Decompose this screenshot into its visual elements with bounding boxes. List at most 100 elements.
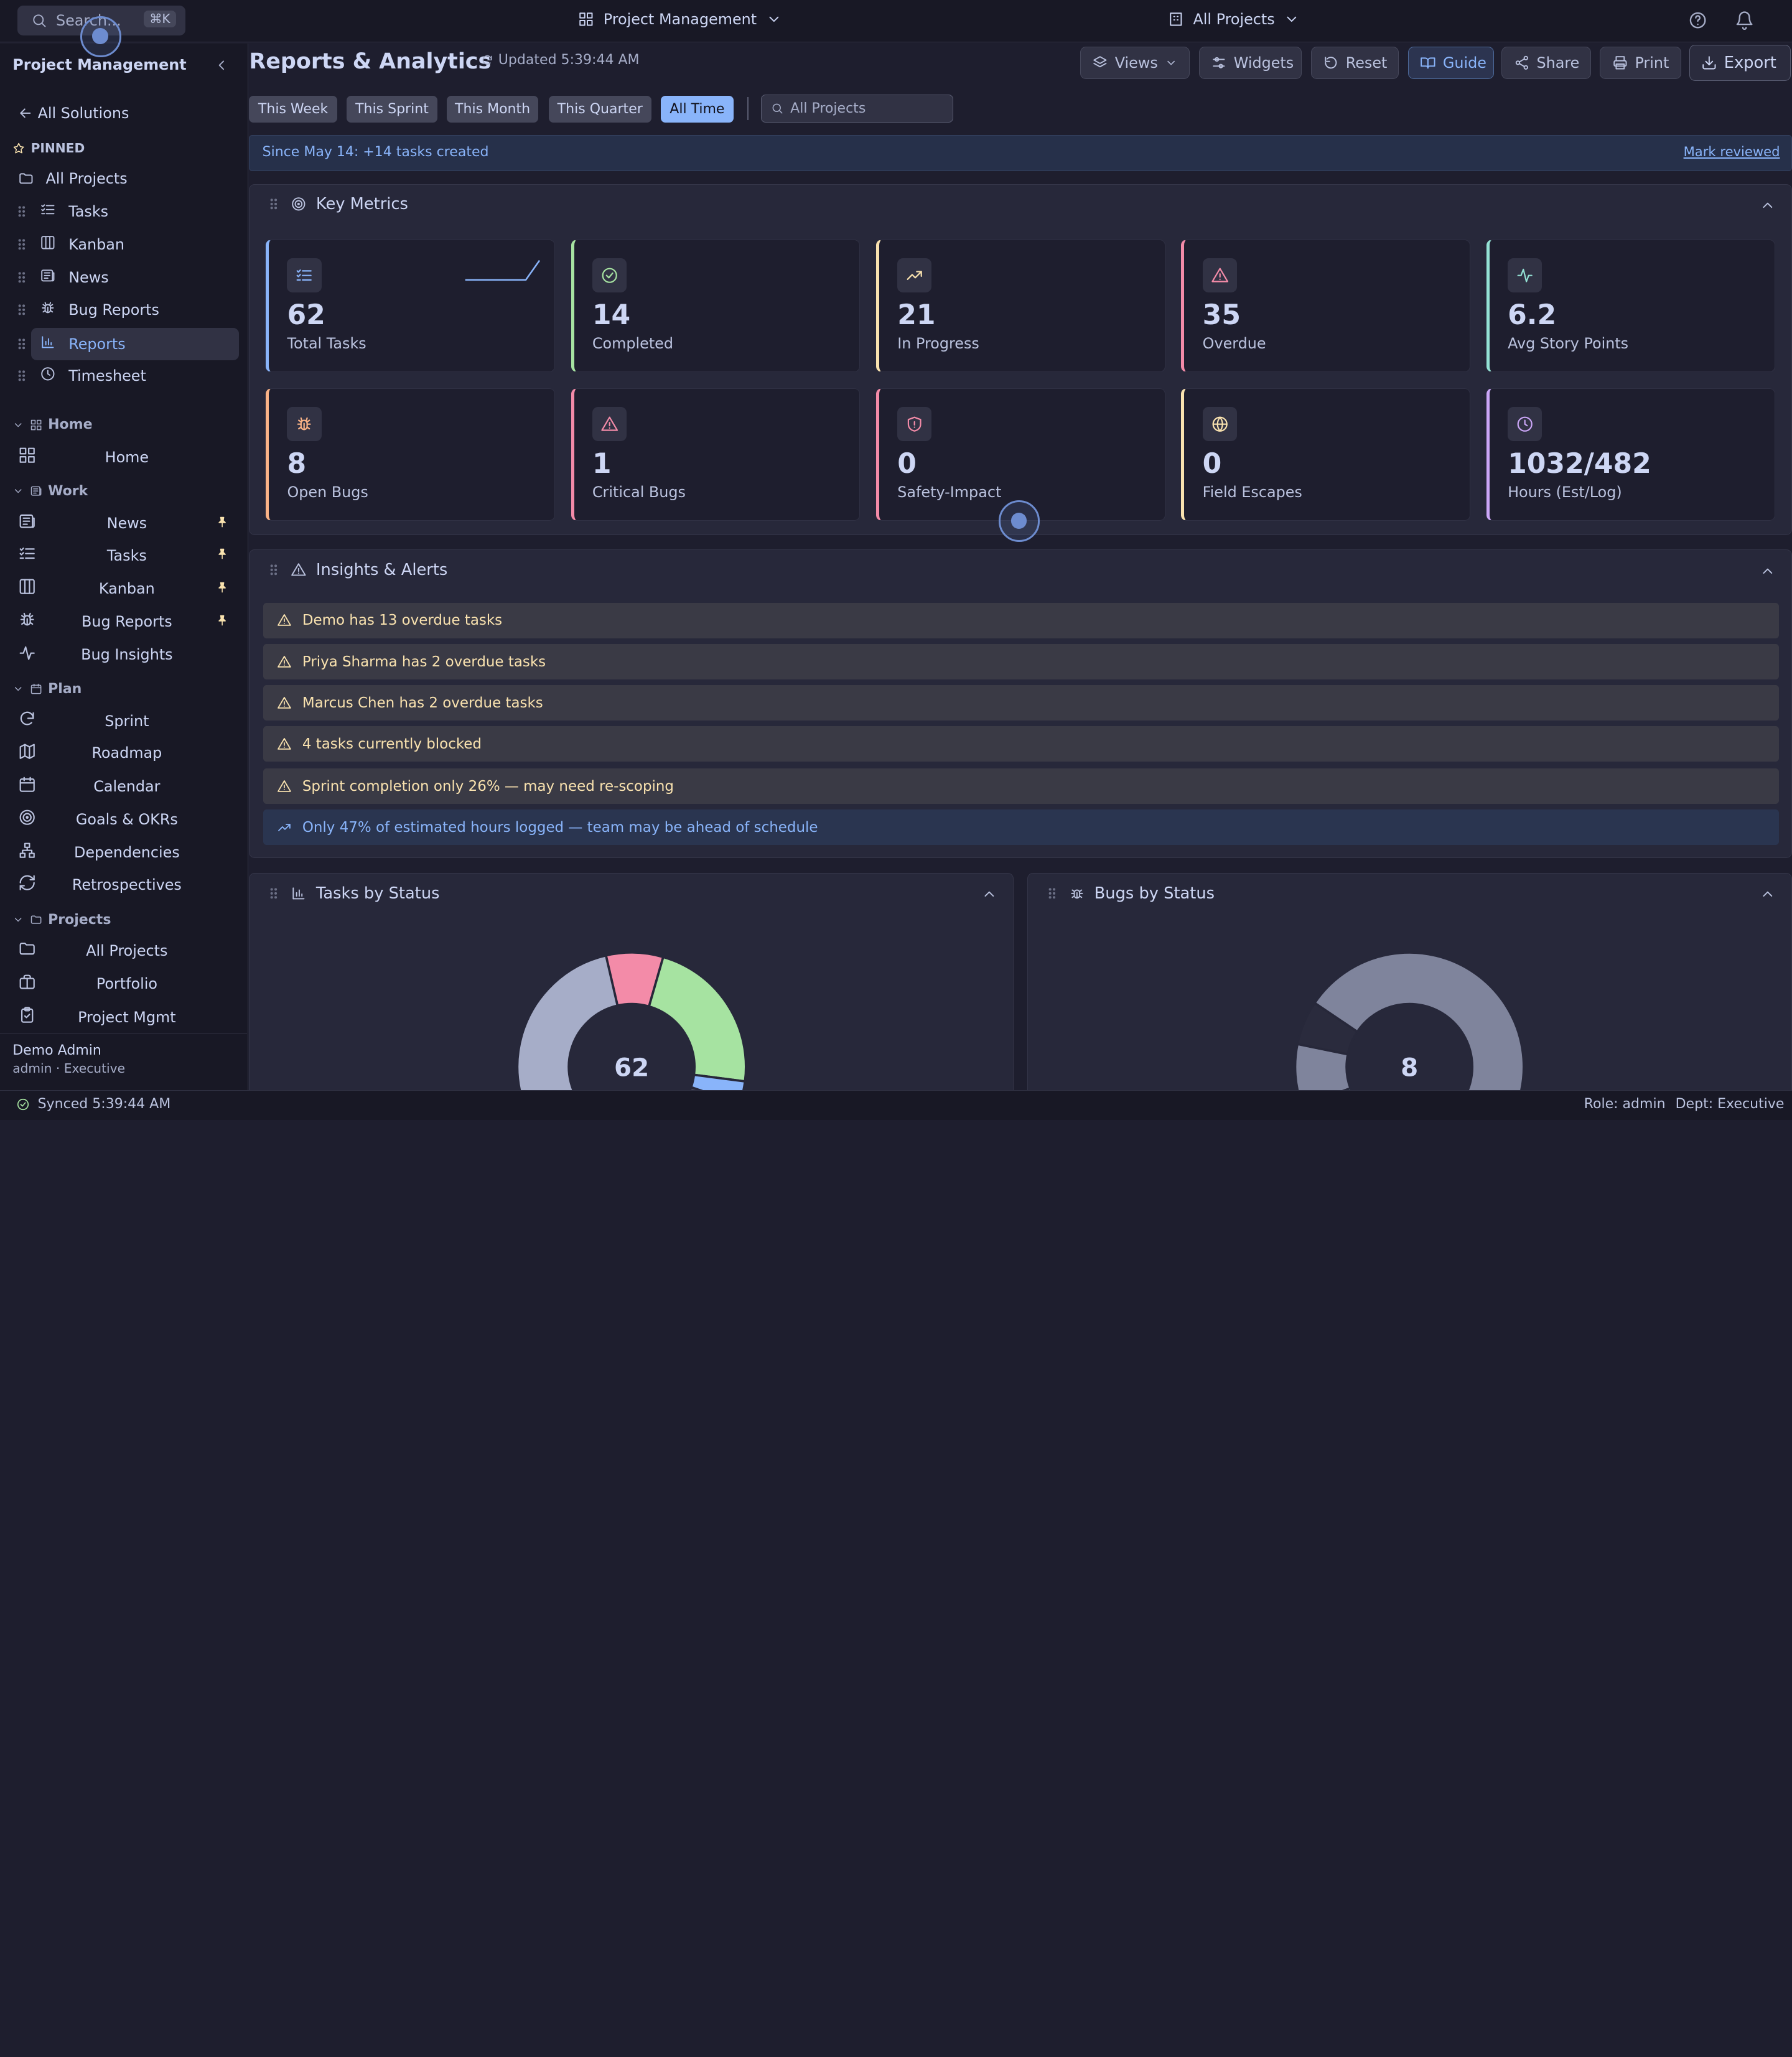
project-switcher[interactable]: All Projects — [1168, 11, 1300, 28]
insight-alert[interactable]: Only 47% of estimated hours logged — tea… — [263, 809, 1779, 846]
donut-slice[interactable] — [551, 1086, 740, 1091]
sidebar-item-tasks[interactable]: Tasks — [0, 539, 248, 571]
reset-button[interactable]: Reset — [1310, 47, 1399, 79]
sidebar-item-calendar[interactable]: Calendar — [0, 770, 248, 802]
drag-handle-icon[interactable] — [14, 336, 30, 352]
sidebar-title: Project Management — [12, 55, 187, 73]
pin-icon — [218, 516, 226, 528]
sidebar-pinned-tasks[interactable]: Tasks — [0, 195, 248, 227]
metric-card-critical-bugs[interactable]: 1 Critical Bugs — [571, 388, 861, 521]
grid-icon — [19, 447, 35, 463]
sidebar-item-label: Bug Insights — [81, 646, 173, 664]
collapse-key-metrics[interactable] — [1760, 197, 1776, 217]
insight-alert[interactable]: Marcus Chen has 2 overdue tasks — [263, 685, 1779, 721]
metric-card-safety-impact[interactable]: 0 Safety-Impact — [875, 388, 1165, 521]
drag-handle-icon[interactable] — [14, 236, 30, 253]
donut-slice[interactable] — [1313, 951, 1526, 1091]
collapse-bugs-by-status[interactable] — [1760, 886, 1776, 906]
printer-icon — [1613, 56, 1627, 70]
mark-reviewed-link[interactable]: Mark reviewed — [1683, 143, 1780, 159]
bugs-by-status-header: Bugs by Status — [1044, 884, 1215, 903]
range-chip-this-quarter[interactable]: This Quarter — [548, 96, 651, 123]
metric-card-open-bugs[interactable]: 8 Open Bugs — [266, 388, 555, 521]
insight-alert[interactable]: 4 tasks currently blocked — [263, 726, 1779, 762]
app-switcher[interactable]: Project Management — [578, 11, 782, 28]
insight-alert[interactable]: Sprint completion only 26% — may need re… — [263, 768, 1779, 805]
donut-slice[interactable] — [516, 954, 619, 1091]
export-button[interactable]: Export — [1689, 44, 1791, 82]
collapse-tasks-by-status[interactable] — [981, 886, 997, 906]
metric-card-overdue[interactable]: 35 Overdue — [1181, 239, 1470, 372]
sidebar-pinned-bug-reports[interactable]: Bug Reports — [0, 294, 248, 325]
alert-triangle-icon — [601, 416, 618, 431]
widgets-button[interactable]: Widgets — [1198, 47, 1302, 79]
sidebar-item-retrospectives[interactable]: Retrospectives — [0, 869, 248, 900]
sidebar-item-all-projects[interactable]: All Projects — [0, 162, 248, 194]
sidebar-item-roadmap[interactable]: Roadmap — [0, 737, 248, 769]
section-plan[interactable]: Plan — [12, 681, 82, 697]
sidebar-pinned-reports[interactable]: Reports — [30, 328, 239, 360]
project-filter-input[interactable]: All Projects — [761, 95, 953, 123]
sidebar-item-project-mgmt[interactable]: Project Mgmt — [0, 1001, 248, 1033]
range-chip-this-month[interactable]: This Month — [447, 96, 539, 123]
pin-icon — [218, 549, 226, 559]
donut-slice[interactable] — [647, 955, 747, 1083]
insight-text: Demo has 13 overdue tasks — [302, 612, 503, 629]
sidebar-item-news[interactable]: News — [0, 507, 248, 539]
drag-handle-icon[interactable] — [266, 562, 282, 578]
user-profile[interactable]: Demo Admin admin · Executive — [0, 1033, 247, 1084]
trending-up-icon — [907, 271, 922, 280]
drag-handle-icon[interactable] — [266, 885, 282, 902]
section-title: Home — [48, 417, 93, 433]
metric-card-field-escapes[interactable]: 0 Field Escapes — [1181, 388, 1470, 521]
drag-handle-icon[interactable] — [14, 203, 30, 220]
metric-card-avg-story-points[interactable]: 6.2 Avg Story Points — [1486, 239, 1776, 372]
drag-handle-icon[interactable] — [266, 196, 282, 212]
sidebar-item-home[interactable]: Home — [0, 441, 248, 473]
rotate-ccw-icon — [1325, 57, 1337, 69]
metric-card-completed[interactable]: 14 Completed — [571, 239, 861, 372]
drag-handle-icon[interactable] — [14, 269, 30, 286]
sidebar-item-kanban[interactable]: Kanban — [0, 572, 248, 604]
chevron-up-icon — [1763, 568, 1772, 574]
help-button[interactable] — [1688, 11, 1707, 34]
sidebar-item-dependencies[interactable]: Dependencies — [0, 836, 248, 868]
share-button[interactable]: Share — [1501, 47, 1591, 79]
drag-handle-icon[interactable] — [14, 302, 30, 318]
section-home[interactable]: Home — [12, 417, 93, 433]
insight-alert[interactable]: Priya Sharma has 2 overdue tasks — [263, 644, 1779, 679]
print-button[interactable]: Print — [1600, 47, 1681, 79]
metric-card-in-progress[interactable]: 21 In Progress — [875, 239, 1165, 372]
collapse-insights[interactable] — [1760, 563, 1776, 583]
drag-handle-icon[interactable] — [14, 368, 30, 384]
metric-card-total-tasks[interactable]: 62 Total Tasks — [266, 239, 555, 372]
range-chip-all-time[interactable]: All Time — [660, 96, 734, 123]
back-to-solutions[interactable]: All Solutions — [0, 97, 248, 129]
bug-icon — [42, 302, 54, 314]
donut-slice[interactable] — [1302, 1086, 1371, 1091]
section-work[interactable]: Work — [12, 483, 88, 499]
notifications-button[interactable] — [1735, 11, 1754, 34]
project-switcher-label: All Projects — [1193, 10, 1275, 28]
search-box[interactable]: Search... ⌘K — [17, 6, 185, 35]
sidebar-item-goals-okrs[interactable]: Goals & OKRs — [0, 803, 248, 835]
sidebar-item-portfolio[interactable]: Portfolio — [0, 968, 248, 1000]
sidebar-item-bug-reports[interactable]: Bug Reports — [0, 605, 248, 637]
sidebar-item-all-projects[interactable]: All Projects — [0, 935, 248, 966]
sidebar-pinned-kanban[interactable]: Kanban — [0, 228, 248, 260]
guide-button[interactable]: Guide — [1407, 47, 1494, 79]
range-chip-this-sprint[interactable]: This Sprint — [346, 96, 438, 123]
sidebar-item-bug-insights[interactable]: Bug Insights — [0, 639, 248, 671]
collapse-sidebar-button[interactable] — [213, 57, 230, 77]
drag-handle-icon[interactable] — [1044, 885, 1060, 902]
range-chip-this-week[interactable]: This Week — [249, 96, 337, 123]
sidebar-item-sprint[interactable]: Sprint — [0, 705, 248, 737]
pin-icon — [218, 615, 226, 626]
insight-alert[interactable]: Demo has 13 overdue tasks — [263, 602, 1779, 638]
section-projects[interactable]: Projects — [12, 912, 111, 928]
sidebar-pinned-news[interactable]: News — [0, 262, 248, 294]
check-circle-icon — [602, 268, 617, 283]
metric-card-hours-est-log-[interactable]: 1032/482 Hours (Est/Log) — [1486, 388, 1776, 521]
views-button[interactable]: Views — [1080, 47, 1190, 79]
sidebar-pinned-timesheet[interactable]: Timesheet — [0, 360, 248, 392]
